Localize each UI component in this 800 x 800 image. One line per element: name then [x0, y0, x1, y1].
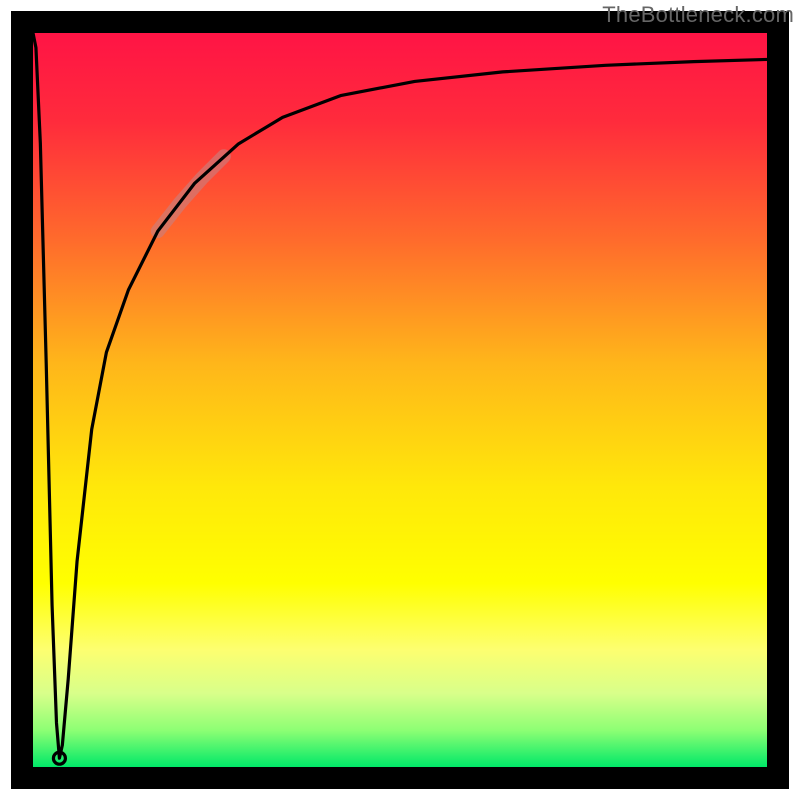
gradient-background	[33, 33, 767, 767]
chart-wrapper: { "watermark": { "text": "TheBottleneck.…	[0, 0, 800, 800]
bottleneck-chart	[0, 0, 800, 800]
watermark-text: TheBottleneck.com	[602, 2, 794, 28]
